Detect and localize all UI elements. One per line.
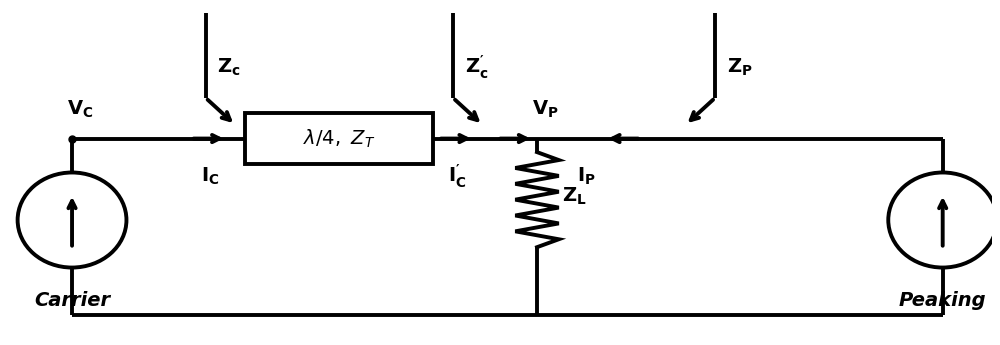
Text: $\mathregular{I_C'}$: $\mathregular{I_C'}$	[448, 162, 467, 190]
Text: $\mathregular{Z_L}$: $\mathregular{Z_L}$	[562, 186, 586, 207]
Text: $\mathregular{Z_c}$: $\mathregular{Z_c}$	[217, 57, 241, 78]
FancyBboxPatch shape	[245, 113, 433, 164]
Text: $\mathregular{Z_P}$: $\mathregular{Z_P}$	[727, 57, 753, 78]
Text: $\mathregular{Z_c'}$: $\mathregular{Z_c'}$	[465, 53, 488, 81]
Text: $\mathregular{V_P}$: $\mathregular{V_P}$	[532, 99, 559, 120]
Text: $\mathregular{I_C}$: $\mathregular{I_C}$	[201, 165, 219, 187]
Text: $\mathregular{V_C}$: $\mathregular{V_C}$	[67, 99, 93, 120]
Text: $\mathregular{I_P}$: $\mathregular{I_P}$	[577, 165, 595, 187]
Text: Carrier: Carrier	[34, 291, 110, 310]
Text: Peaking: Peaking	[899, 291, 987, 310]
Text: $\lambda/4,\ Z_T$: $\lambda/4,\ Z_T$	[303, 127, 375, 150]
